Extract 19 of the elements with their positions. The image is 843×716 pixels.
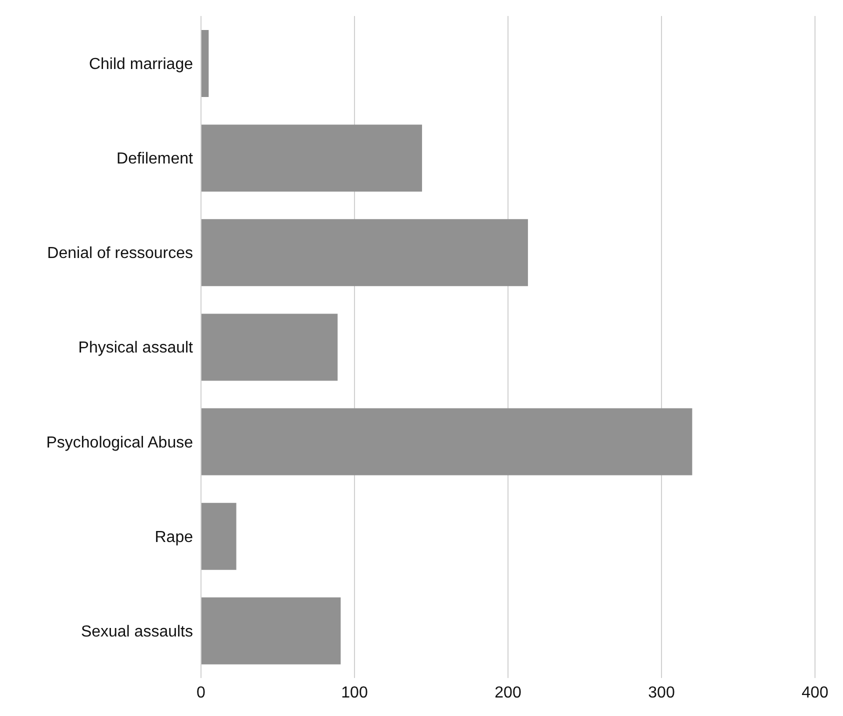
bar <box>201 219 528 286</box>
x-tick-label: 0 <box>196 684 206 702</box>
y-tick-label: Psychological Abuse <box>46 434 194 452</box>
y-tick-label: Physical assault <box>78 340 194 357</box>
y-tick-label: Defilement <box>116 150 194 168</box>
y-tick-label: Sexual assaults <box>80 623 193 640</box>
x-tick-label: 200 <box>494 684 522 702</box>
y-tick-label: Child marriage <box>88 56 194 73</box>
bar <box>201 408 692 476</box>
y-tick-label: Rape <box>154 528 194 546</box>
bar <box>201 314 338 381</box>
bar <box>201 30 209 97</box>
x-tick-label: 300 <box>648 684 675 702</box>
bar <box>201 597 341 664</box>
x-tick-label: 100 <box>341 684 368 702</box>
x-tick-label: 400 <box>802 684 828 702</box>
y-tick-label: Denial of ressources <box>47 245 193 262</box>
bar <box>201 502 236 570</box>
bar <box>201 124 422 192</box>
